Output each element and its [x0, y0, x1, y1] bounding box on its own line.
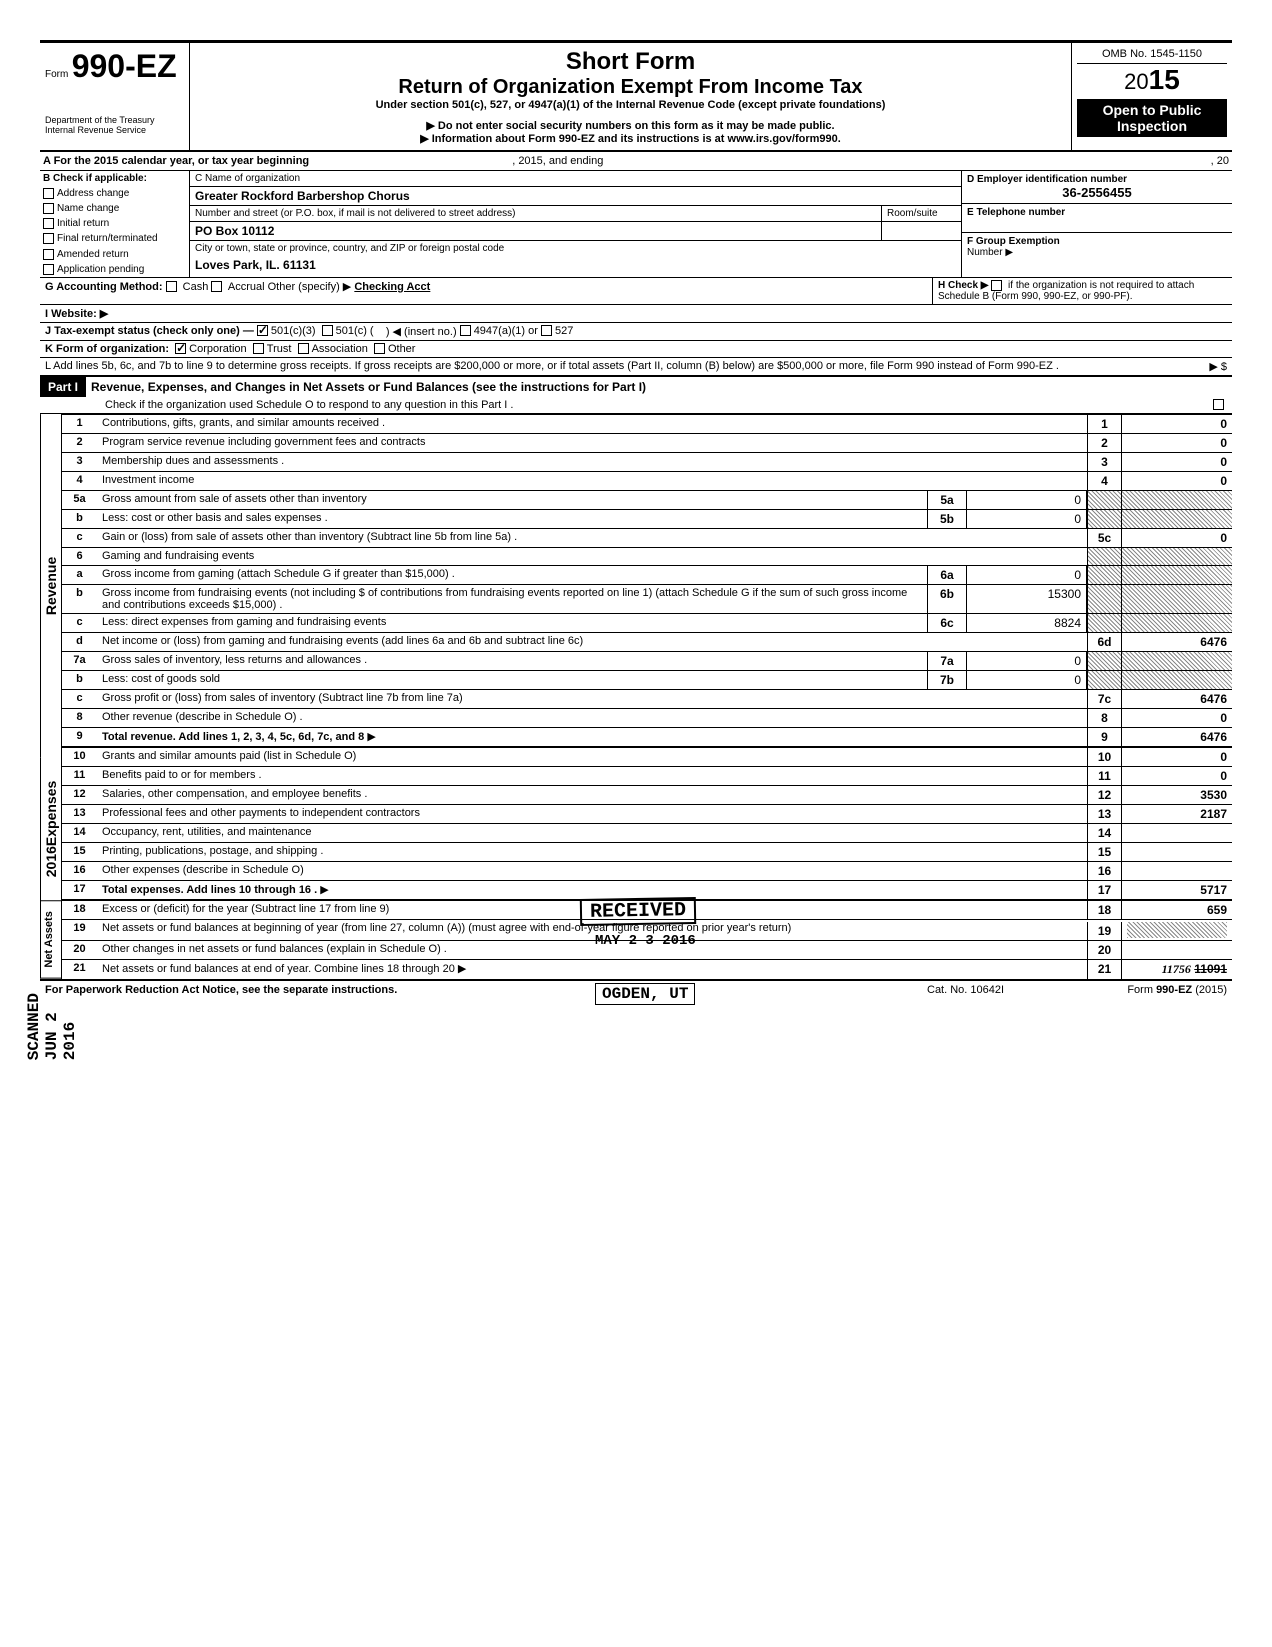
subtitle: Under section 501(c), 527, or 4947(a)(1)…: [195, 99, 1066, 111]
section-i: I Website: ▶: [40, 305, 1232, 323]
checkbox-corp[interactable]: [175, 343, 186, 354]
right-column: D Employer identification number 36-2556…: [962, 171, 1232, 277]
part1-header: Part I Revenue, Expenses, and Changes in…: [40, 377, 1232, 397]
header-row: Form 990-EZ Department of the Treasury I…: [40, 43, 1232, 152]
org-name-label: C Name of organization: [190, 171, 961, 187]
checkbox-assoc[interactable]: [298, 343, 309, 354]
checkbox-address[interactable]: [43, 188, 54, 199]
form-ref: Form 990-EZ (2015): [1077, 984, 1227, 996]
section-k: K Form of organization: Corporation Trus…: [40, 341, 1232, 358]
paperwork-notice: For Paperwork Reduction Act Notice, see …: [45, 984, 927, 996]
form-number: 990-EZ: [72, 48, 177, 84]
instruction-1: ▶ Do not enter social security numbers o…: [195, 119, 1066, 132]
section-d: D Employer identification number 36-2556…: [962, 171, 1232, 204]
accounting-other: Checking Acct: [354, 281, 430, 293]
section-f: F Group Exemption Number ▶: [962, 233, 1232, 261]
title-box: Short Form Return of Organization Exempt…: [190, 43, 1072, 150]
checkbox-schedule-o[interactable]: [1213, 399, 1224, 410]
struck-21: 11091: [1194, 962, 1227, 976]
tax-year: 2015: [1077, 64, 1227, 96]
form-container: Form 990-EZ Department of the Treasury I…: [40, 40, 1232, 999]
section-b: B Check if applicable: Address change Na…: [40, 171, 190, 277]
open-public: Open to Public Inspection: [1077, 99, 1227, 137]
checkbox-527[interactable]: [541, 325, 552, 336]
form-label: Form: [45, 69, 68, 80]
part1-title: Revenue, Expenses, and Changes in Net As…: [86, 377, 651, 397]
street-value: PO Box 10112: [190, 222, 881, 240]
org-name: Greater Rockford Barbershop Chorus: [190, 187, 961, 205]
footer: For Paperwork Reduction Act Notice, see …: [40, 979, 1232, 999]
city-label: City or town, state or province, country…: [190, 241, 961, 256]
section-h: H Check ▶ if the organization is not req…: [932, 278, 1232, 304]
checkbox-pending[interactable]: [43, 264, 54, 275]
short-form-title: Short Form: [195, 48, 1066, 76]
city-value: Loves Park, IL. 61131: [190, 256, 961, 274]
checkbox-accrual[interactable]: [211, 281, 222, 292]
info-block: B Check if applicable: Address change Na…: [40, 171, 1232, 278]
checkbox-trust[interactable]: [253, 343, 264, 354]
section-c: C Name of organization Greater Rockford …: [190, 171, 962, 277]
checkbox-name[interactable]: [43, 203, 54, 214]
checkbox-initial[interactable]: [43, 218, 54, 229]
handwritten-21: 11756: [1162, 962, 1191, 976]
street-label: Number and street (or P.O. box, if mail …: [190, 206, 881, 222]
checkbox-501c3[interactable]: [257, 325, 268, 336]
section-l: L Add lines 5b, 6c, and 7b to line 9 to …: [40, 358, 1232, 377]
part1-label: Part I: [40, 377, 86, 397]
main-title: Return of Organization Exempt From Incom…: [195, 76, 1066, 99]
checkbox-4947[interactable]: [460, 325, 471, 336]
cat-number: Cat. No. 10642I: [927, 984, 1077, 996]
dept-text: Department of the Treasury Internal Reve…: [45, 115, 184, 135]
side-net: Net Assets: [40, 901, 61, 979]
checkbox-other-org[interactable]: [374, 343, 385, 354]
checkbox-cash[interactable]: [166, 281, 177, 292]
checkbox-501c[interactable]: [322, 325, 333, 336]
section-a: A For the 2015 calendar year, or tax yea…: [40, 152, 1232, 171]
section-g-label: G Accounting Method:: [45, 281, 163, 293]
omb-number: OMB No. 1545-1150: [1077, 48, 1227, 64]
main-table: Revenue 2016Expenses Net Assets 1Contrib…: [40, 414, 1232, 979]
section-j: J Tax-exempt status (check only one) — 5…: [40, 323, 1232, 341]
section-e: E Telephone number: [962, 204, 1232, 233]
checkbox-amended[interactable]: [43, 249, 54, 260]
form-number-box: Form 990-EZ Department of the Treasury I…: [40, 43, 190, 150]
room-label: Room/suite: [882, 206, 961, 222]
side-revenue: Revenue: [40, 414, 61, 757]
checkbox-schedule-b[interactable]: [991, 280, 1002, 291]
scanned-stamp: SCANNED JUN 2 2016: [25, 993, 79, 1060]
side-expenses: 2016Expenses: [40, 757, 61, 901]
instruction-2: ▶ Information about Form 990-EZ and its …: [195, 132, 1066, 145]
checkbox-final[interactable]: [43, 233, 54, 244]
year-box: OMB No. 1545-1150 2015 Open to Public In…: [1072, 43, 1232, 150]
ein-value: 36-2556455: [967, 185, 1227, 200]
part1-check-row: Check if the organization used Schedule …: [40, 397, 1232, 414]
